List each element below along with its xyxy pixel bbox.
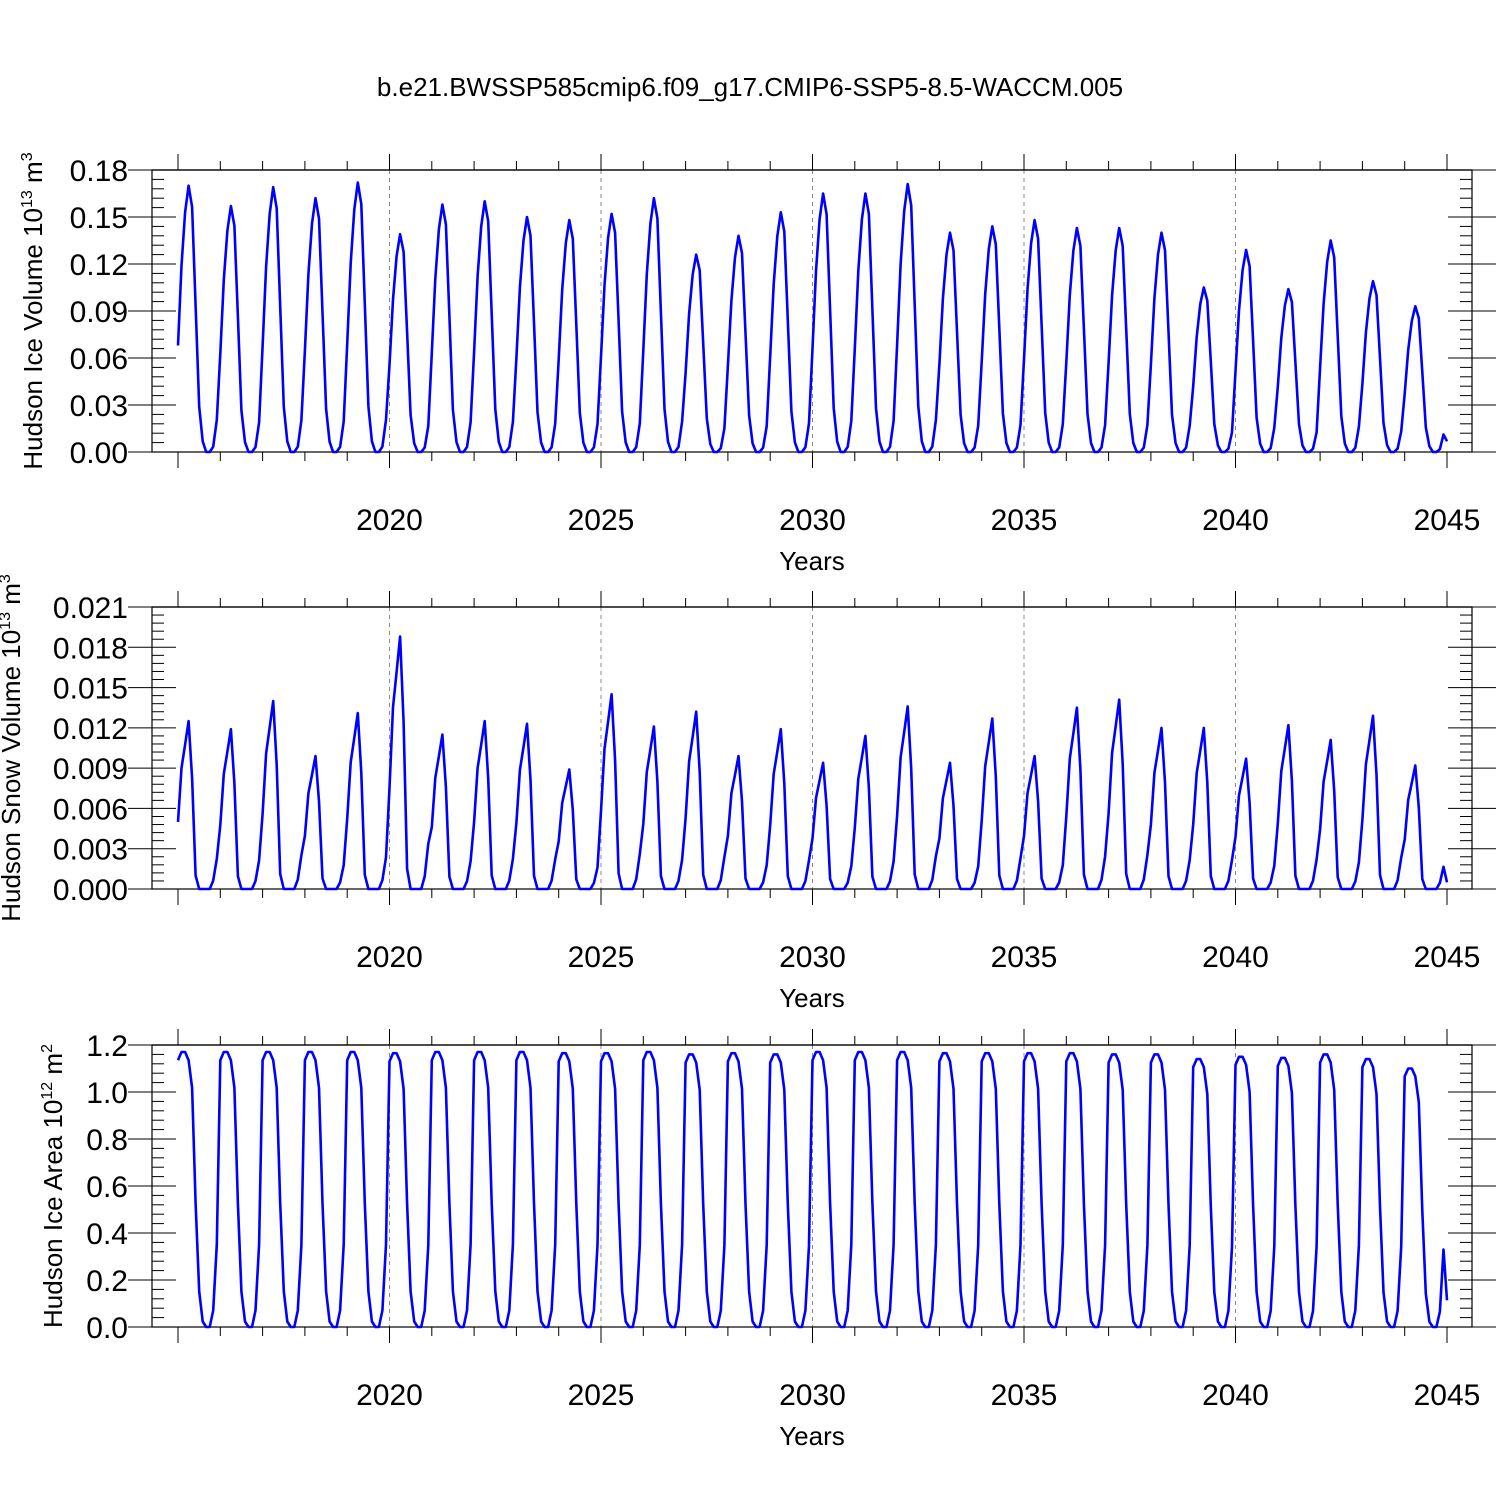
figure-title: b.e21.BWSSP585cmip6.f09_g17.CMIP6-SSP5-8… bbox=[377, 72, 1123, 102]
y-axis-label-text: Hudson Ice Area 1012 m2 bbox=[38, 1044, 68, 1328]
y-tick-label: 0.8 bbox=[86, 1124, 128, 1157]
x-tick-label: 2030 bbox=[779, 941, 846, 974]
y-label-unit: m bbox=[38, 1053, 68, 1082]
x-tick-label: 2045 bbox=[1414, 1379, 1481, 1412]
x-tick-label: 2040 bbox=[1202, 941, 1269, 974]
y-tick-label: 0.00 bbox=[70, 437, 128, 470]
y-tick-label: 0.009 bbox=[53, 753, 128, 786]
x-tick-label: 2030 bbox=[779, 1379, 846, 1412]
y-tick-label: 0.06 bbox=[70, 343, 128, 376]
y-tick-label: 0.018 bbox=[53, 632, 128, 665]
x-tick-label: 2045 bbox=[1414, 504, 1481, 537]
x-tick-label: 2020 bbox=[356, 941, 423, 974]
y-tick-label: 0.12 bbox=[70, 249, 128, 282]
y-tick-label: 0.18 bbox=[70, 155, 128, 188]
y-tick-label: 0.0 bbox=[86, 1312, 128, 1345]
y-label-main: Hudson Snow Volume 10 bbox=[0, 630, 26, 922]
y-label-unit: m bbox=[18, 161, 48, 190]
y-tick-label: 0.2 bbox=[86, 1265, 128, 1298]
x-tick-label: 2045 bbox=[1414, 941, 1481, 974]
y-axis-label: Hudson Ice Volume 1013 m3 bbox=[18, 152, 48, 469]
x-axis-label: Years bbox=[779, 983, 845, 1013]
y-tick-label: 0.006 bbox=[53, 793, 128, 826]
x-tick-label: 2035 bbox=[991, 1379, 1058, 1412]
x-tick-label: 2025 bbox=[568, 941, 635, 974]
y-tick-label: 1.0 bbox=[86, 1077, 128, 1110]
y-tick-label: 0.021 bbox=[53, 592, 128, 625]
y-label-exponent: 13 bbox=[0, 612, 14, 630]
x-tick-label: 2020 bbox=[356, 1379, 423, 1412]
y-axis-label: Hudson Ice Area 1012 m2 bbox=[38, 1044, 68, 1328]
y-tick-label: 0.012 bbox=[53, 713, 128, 746]
y-tick-label: 1.2 bbox=[86, 1030, 128, 1063]
chart-panel-1: 0.00 0.03 0.06 0.09 0.12 0.15 0.18 2020 2025 2030… bbox=[18, 152, 1496, 576]
y-label-unit-exponent: 3 bbox=[0, 574, 14, 583]
y-axis-label-text: Hudson Snow Volume 1013 m3 bbox=[0, 574, 26, 922]
chart-panel-3: 0.0 0.2 0.4 0.6 0.8 1.0 1.2 2020 2025 2030 2035 204… bbox=[38, 1029, 1496, 1451]
y-label-exponent: 12 bbox=[39, 1082, 56, 1100]
y-tick-label: 0.015 bbox=[53, 673, 128, 706]
y-label-exponent: 13 bbox=[19, 190, 36, 208]
y-tick-label: 0.4 bbox=[86, 1218, 128, 1251]
y-label-unit-exponent: 3 bbox=[19, 152, 36, 161]
y-label-unit-exponent: 2 bbox=[39, 1044, 56, 1053]
y-tick-label: 0.09 bbox=[70, 296, 128, 329]
x-tick-label: 2020 bbox=[356, 504, 423, 537]
x-tick-label: 2035 bbox=[991, 504, 1058, 537]
x-axis-label: Years bbox=[779, 1421, 845, 1451]
y-label-main: Hudson Ice Area 10 bbox=[38, 1100, 68, 1328]
y-axis-label-text: Hudson Ice Volume 1013 m3 bbox=[18, 152, 48, 469]
x-axis-label: Years bbox=[779, 546, 845, 576]
x-tick-label: 2040 bbox=[1202, 504, 1269, 537]
y-axis-label: Hudson Snow Volume 1013 m3 bbox=[0, 574, 26, 922]
x-tick-label: 2025 bbox=[568, 504, 635, 537]
y-tick-label: 0.03 bbox=[70, 390, 128, 423]
y-tick-label: 0.6 bbox=[86, 1171, 128, 1204]
x-tick-label: 2040 bbox=[1202, 1379, 1269, 1412]
y-label-main: Hudson Ice Volume 10 bbox=[18, 208, 48, 470]
y-tick-label: 0.15 bbox=[70, 202, 128, 235]
y-label-unit: m bbox=[0, 583, 26, 612]
y-tick-label: 0.003 bbox=[53, 834, 128, 867]
x-tick-label: 2025 bbox=[568, 1379, 635, 1412]
chart-panel-2: 0.000 0.003 0.006 0.009 0.012 0.015 0.018 0.021… bbox=[0, 574, 1496, 1013]
x-tick-label: 2035 bbox=[991, 941, 1058, 974]
y-tick-label: 0.000 bbox=[53, 874, 128, 907]
x-tick-label: 2030 bbox=[779, 504, 846, 537]
